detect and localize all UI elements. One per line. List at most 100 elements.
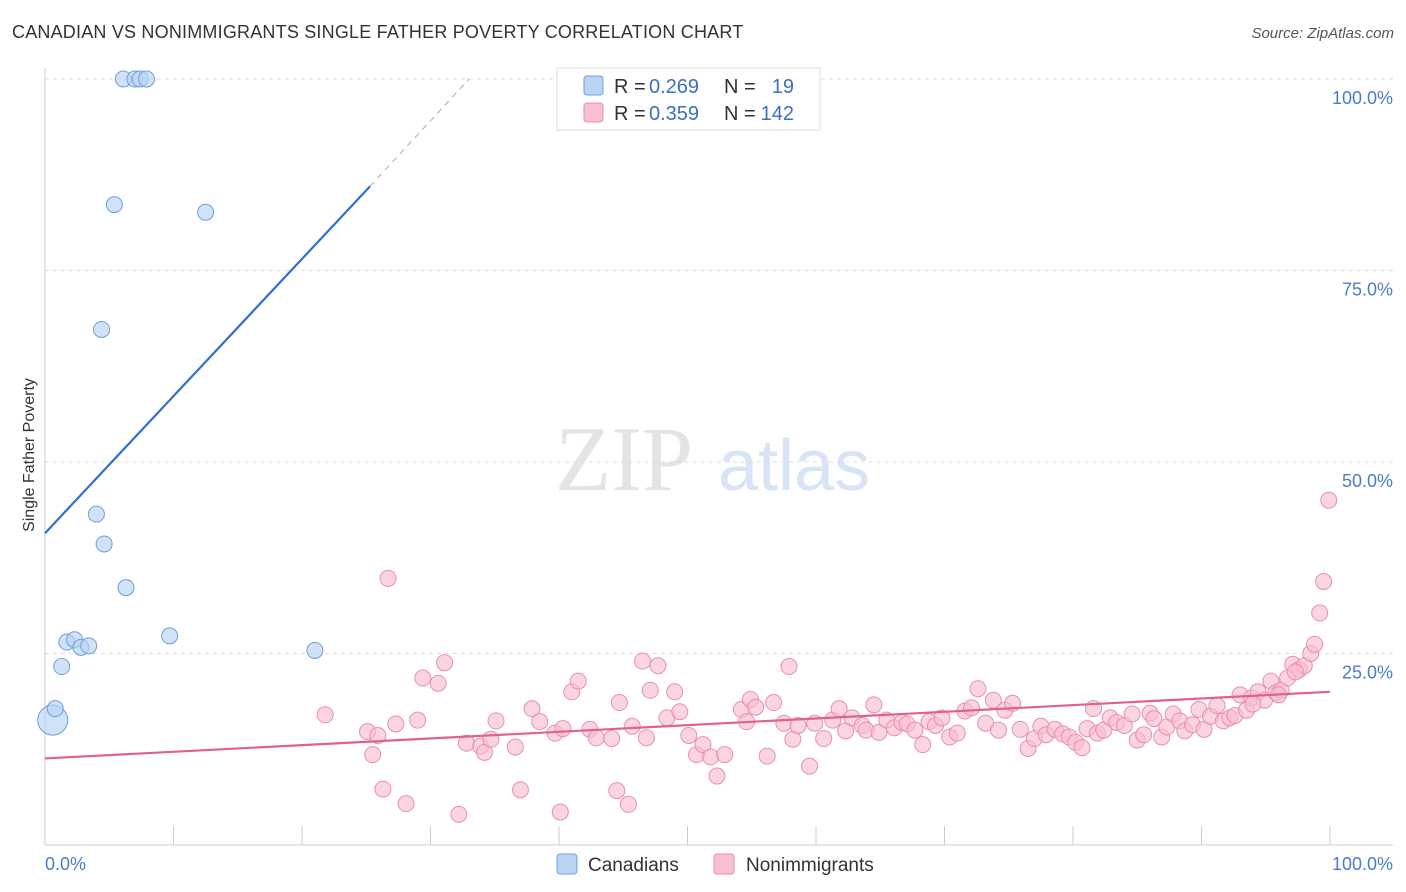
nonimmigrants-point-26 xyxy=(569,672,587,690)
legend-r-value-canadians: 0.269 xyxy=(649,76,699,98)
nonimmigrants-point-36 xyxy=(641,681,659,699)
nonimmigrants-point-59 xyxy=(815,730,833,748)
bottom-legend-label-nonimmigrants: Nonimmigrants xyxy=(746,855,874,876)
nonimmigrants-point-66 xyxy=(865,696,883,714)
nonimmigrants-point-84 xyxy=(989,721,1007,739)
y-tick-label-1: 50.0% xyxy=(1342,471,1393,491)
nonimmigrants-point-41 xyxy=(680,726,698,744)
nonimmigrants-point-19 xyxy=(511,781,529,799)
nonimmigrants-point-32 xyxy=(619,795,637,813)
canadians-point-7 xyxy=(87,505,105,523)
nonimmigrants-point-34 xyxy=(634,652,652,670)
nonimmigrants-point-73 xyxy=(914,736,932,754)
nonimmigrants-point-0 xyxy=(316,706,334,724)
canadians-point-8 xyxy=(93,320,111,338)
tick-labels: 25.0% 50.0% 75.0% 100.0% 0.0% 100.0% xyxy=(45,88,1393,874)
axes xyxy=(44,68,1393,846)
nonimmigrants-point-6 xyxy=(387,715,405,733)
nonimmigrants-point-53 xyxy=(775,714,793,732)
nonimmigrants-point-81 xyxy=(969,680,987,698)
nonimmigrants-point-139 xyxy=(1286,663,1304,681)
nonimmigrants-point-8 xyxy=(409,711,427,729)
nonimmigrants-point-87 xyxy=(1011,720,1029,738)
series-legend: Canadians Nonimmigrants xyxy=(556,853,874,876)
nonimmigrants-point-50 xyxy=(747,698,765,716)
nonimmigrants-point-51 xyxy=(758,747,776,765)
nonimmigrants-point-3 xyxy=(369,726,387,744)
watermark-zip: ZIP xyxy=(555,408,693,510)
y-axis-label: Single Father Poverty xyxy=(21,378,38,532)
nonimmigrants-point-44 xyxy=(702,748,720,766)
nonimmigrants-point-67 xyxy=(870,723,888,741)
nonimmigrants-trend-line xyxy=(44,690,1331,760)
nonimmigrants-point-80 xyxy=(962,699,980,717)
nonimmigrants-point-141 xyxy=(1244,695,1262,713)
nonimmigrants-point-76 xyxy=(933,709,951,727)
legend-swatch-canadians xyxy=(583,75,604,96)
nonimmigrants-point-12 xyxy=(450,805,468,823)
canadians-trend-extension xyxy=(369,78,470,187)
nonimmigrants-point-35 xyxy=(637,729,655,747)
nonimmigrants-point-136 xyxy=(1311,604,1329,622)
canadians-point-11 xyxy=(117,579,135,597)
trend-lines xyxy=(44,78,1331,760)
nonimmigrants-point-137 xyxy=(1315,572,1333,590)
nonimmigrants-point-52 xyxy=(765,694,783,712)
canadians-point-15 xyxy=(138,70,156,88)
nonimmigrants-point-28 xyxy=(587,729,605,747)
nonimmigrants-point-10 xyxy=(429,674,447,692)
nonimmigrants-point-43 xyxy=(694,736,712,754)
nonimmigrants-point-7 xyxy=(397,795,415,813)
nonimmigrants-point-31 xyxy=(610,694,628,712)
nonimmigrants-point-72 xyxy=(906,721,924,739)
legend-n-value-nonimmigrants: 142 xyxy=(761,103,794,125)
nonimmigrants-point-45 xyxy=(708,767,726,785)
x-tick-label-1: 100.0% xyxy=(1332,854,1393,874)
nonimmigrants-point-135 xyxy=(1306,635,1324,653)
canadians-point-16 xyxy=(161,627,179,645)
canadians-point-18 xyxy=(306,641,324,659)
legend-n-label-canadians: N = xyxy=(724,76,756,98)
nonimmigrants-point-40 xyxy=(671,703,689,721)
x-tick-label-0: 0.0% xyxy=(45,854,86,874)
legend-swatch-nonimmigrants xyxy=(583,102,604,123)
nonimmigrants-point-18 xyxy=(506,738,524,756)
nonimmigrants-point-2 xyxy=(364,746,382,764)
canadians-point-17 xyxy=(197,203,215,221)
legend-n-label-nonimmigrants: N = xyxy=(724,103,756,125)
bottom-legend-label-canadians: Canadians xyxy=(588,855,679,876)
legend-r-label-nonimmigrants: R = xyxy=(614,103,646,125)
canadians-point-6 xyxy=(80,637,98,655)
nonimmigrants-point-56 xyxy=(789,717,807,735)
y-tick-label-3: 100.0% xyxy=(1332,88,1393,108)
canadians-point-2 xyxy=(53,658,71,676)
bottom-legend-swatch-canadians xyxy=(556,853,578,875)
nonimmigrants-point-23 xyxy=(551,803,569,821)
canadians-point-1 xyxy=(46,700,64,718)
nonimmigrants-point-118 xyxy=(1208,697,1226,715)
nonimmigrants-point-106 xyxy=(1135,726,1153,744)
legend-r-label-canadians: R = xyxy=(614,76,646,98)
nonimmigrants-point-24 xyxy=(554,720,572,738)
canadians-trend-line xyxy=(44,185,371,534)
nonimmigrants-point-96 xyxy=(1073,739,1091,757)
nonimmigrants-point-5 xyxy=(379,569,397,587)
y-tick-label-2: 75.0% xyxy=(1342,280,1393,300)
nonimmigrants-point-57 xyxy=(801,757,819,775)
nonimmigrants-point-11 xyxy=(436,654,454,672)
grid-lines xyxy=(45,78,1393,654)
legend-r-value-nonimmigrants: 0.359 xyxy=(649,103,699,125)
chart-source: Source: ZipAtlas.com xyxy=(1251,25,1394,42)
nonimmigrants-point-4 xyxy=(374,780,392,798)
nonimmigrants-point-9 xyxy=(414,669,432,687)
nonimmigrants-point-54 xyxy=(780,658,798,676)
nonimmigrants-point-29 xyxy=(603,730,621,748)
nonimmigrants-point-46 xyxy=(716,746,734,764)
canadians-point-10 xyxy=(105,196,123,214)
y-tick-label-0: 25.0% xyxy=(1342,663,1393,683)
nonimmigrants-series xyxy=(316,491,1338,823)
nonimmigrants-point-104 xyxy=(1123,705,1141,723)
watermark-atlas: atlas xyxy=(718,426,870,506)
nonimmigrants-point-16 xyxy=(482,730,500,748)
